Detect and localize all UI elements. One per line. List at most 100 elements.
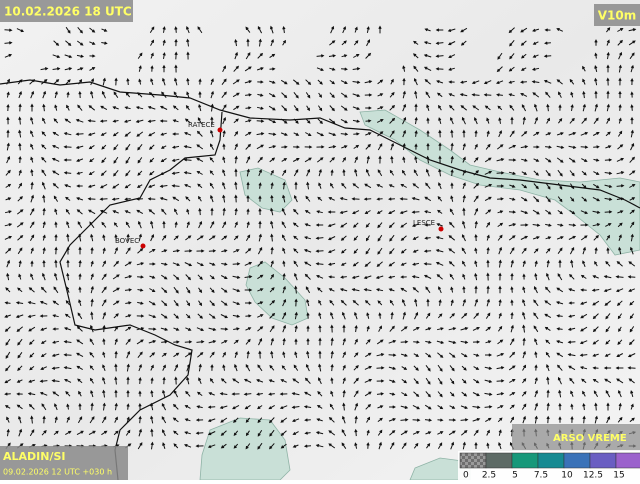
wind-arrow: [246, 181, 250, 190]
wind-arrow: [508, 144, 517, 149]
wind-arrow: [341, 182, 347, 189]
wind-arrow: [171, 184, 180, 188]
wind-arrow: [436, 327, 444, 331]
wind-arrow: [221, 262, 228, 266]
wind-arrow: [292, 79, 300, 85]
wind-arrow: [340, 92, 348, 98]
wind-arrow: [245, 106, 252, 110]
wind-arrow: [306, 312, 310, 319]
wind-arrow: [232, 92, 240, 98]
wind-arrow: [220, 417, 228, 423]
wind-arrow: [198, 287, 203, 294]
wind-arrow: [280, 443, 287, 449]
wind-arrow: [401, 366, 408, 370]
wind-arrow: [413, 365, 419, 371]
wind-arrow: [39, 391, 48, 396]
wind-arrow: [413, 378, 419, 385]
legend-swatch: [511, 452, 539, 469]
wind-arrow: [425, 91, 431, 99]
wind-arrow: [210, 129, 214, 138]
wind-arrow: [148, 300, 156, 306]
wind-arrow: [341, 67, 348, 71]
wind-arrow: [521, 183, 528, 189]
wind-arrow: [101, 430, 108, 436]
wind-arrow: [497, 405, 504, 409]
wind-arrow: [100, 105, 108, 111]
wind-arrow: [258, 350, 262, 359]
wind-arrow: [76, 339, 84, 345]
wind-arrow: [532, 236, 540, 240]
wind-arrow: [521, 403, 527, 410]
wind-arrow: [593, 183, 600, 189]
wind-arrow: [76, 158, 84, 162]
wind-arrow: [509, 130, 515, 138]
wind-arrow: [137, 442, 143, 450]
wind-arrow: [162, 26, 166, 33]
wind-arrow: [257, 405, 263, 410]
wind-arrow: [78, 259, 82, 268]
wind-arrow: [186, 208, 190, 215]
wind-arrow: [412, 223, 420, 227]
wind-arrow: [543, 79, 552, 84]
wind-arrow: [54, 104, 58, 111]
wind-arrow: [448, 430, 456, 436]
wind-arrow: [401, 298, 406, 307]
wind-arrow: [112, 106, 119, 110]
wind-arrow: [473, 429, 479, 436]
wind-arrow: [556, 28, 564, 32]
wind-arrow: [412, 236, 419, 240]
wind-arrow: [64, 184, 71, 188]
wind-arrow: [606, 117, 610, 124]
wind-arrow: [269, 312, 276, 319]
wind-arrow: [509, 247, 515, 255]
wind-arrow: [341, 40, 347, 46]
wind-arrow: [484, 183, 493, 188]
wind-arrow: [341, 311, 346, 320]
wind-arrow: [449, 104, 455, 111]
wind-arrow: [605, 326, 611, 333]
wind-arrow: [352, 106, 361, 110]
wind-arrow: [450, 299, 454, 306]
wind-arrow: [233, 327, 240, 331]
wind-arrow: [498, 312, 502, 319]
wind-arrow: [594, 261, 598, 267]
wind-arrow: [4, 223, 13, 227]
wind-arrow: [282, 247, 286, 254]
wind-arrow: [88, 171, 95, 176]
wind-arrow: [232, 378, 240, 384]
wind-arrow: [162, 39, 166, 46]
wind-arrow: [473, 378, 480, 384]
wind-arrow: [185, 313, 191, 319]
wind-arrow: [28, 379, 35, 383]
wind-arrow: [474, 207, 479, 216]
wind-arrow: [207, 418, 216, 422]
wind-arrow: [52, 170, 60, 176]
wind-arrow: [184, 132, 192, 136]
wind-arrow: [195, 444, 204, 448]
wind-arrow: [256, 379, 264, 383]
wind-arrow: [435, 54, 444, 58]
wind-arrow: [315, 262, 324, 266]
wind-arrow: [30, 194, 34, 203]
wind-arrow: [268, 145, 277, 149]
wind-arrow: [63, 366, 72, 370]
wind-arrow: [305, 118, 311, 124]
wind-arrow: [281, 221, 287, 229]
wind-arrow: [162, 220, 166, 229]
wind-arrow: [401, 378, 408, 384]
wind-arrow: [234, 168, 238, 177]
wind-arrow: [78, 402, 82, 411]
wind-arrow: [41, 181, 46, 190]
wind-arrow: [402, 311, 406, 320]
wind-arrow: [594, 402, 598, 411]
wind-arrow: [209, 156, 215, 163]
wind-arrow: [377, 429, 383, 436]
wind-arrow: [148, 327, 157, 331]
wind-arrow: [437, 431, 444, 435]
wind-arrow: [76, 430, 84, 436]
wind-arrow: [184, 262, 193, 267]
wind-arrow: [474, 298, 479, 307]
legend-tick-label: 0: [463, 471, 469, 481]
wind-arrow: [402, 156, 406, 163]
